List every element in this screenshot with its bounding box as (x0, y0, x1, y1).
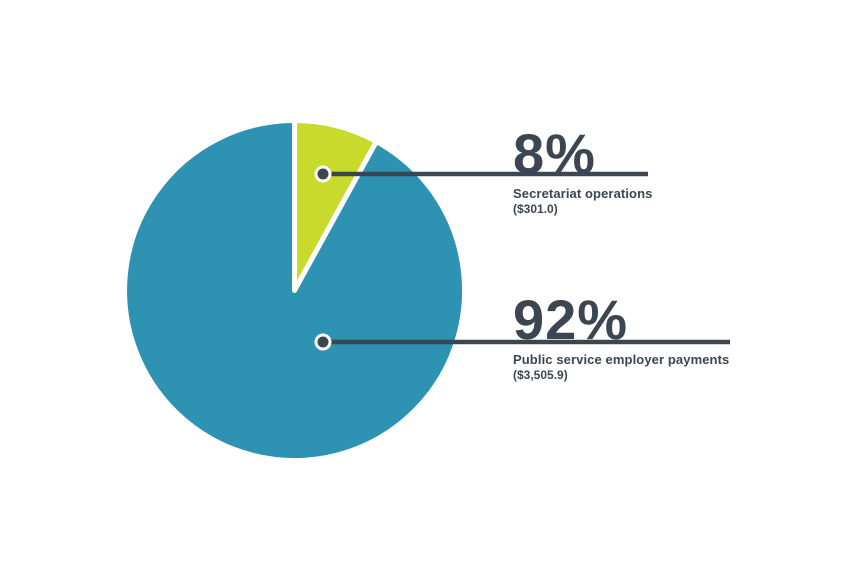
segment-label-employer-payments: Public service employer payments (513, 352, 730, 367)
callout-public-service-employer-payments: 92% Public service employer payments ($3… (513, 288, 793, 382)
percent-label-employer-payments: 92% (513, 288, 629, 351)
leader-dot-0 (314, 165, 332, 183)
segment-value-employer-payments: ($3,505.9) (513, 368, 568, 382)
pie-slice-public-service-employer-payments (122, 118, 468, 463)
leader-dot-1 (314, 333, 332, 351)
segment-value-secretariat: ($301.0) (513, 202, 558, 216)
callout-secretariat-operations: 8% Secretariat operations ($301.0) (513, 122, 793, 216)
percent-label-secretariat: 8% (513, 122, 596, 185)
segment-label-secretariat: Secretariat operations (513, 186, 653, 201)
